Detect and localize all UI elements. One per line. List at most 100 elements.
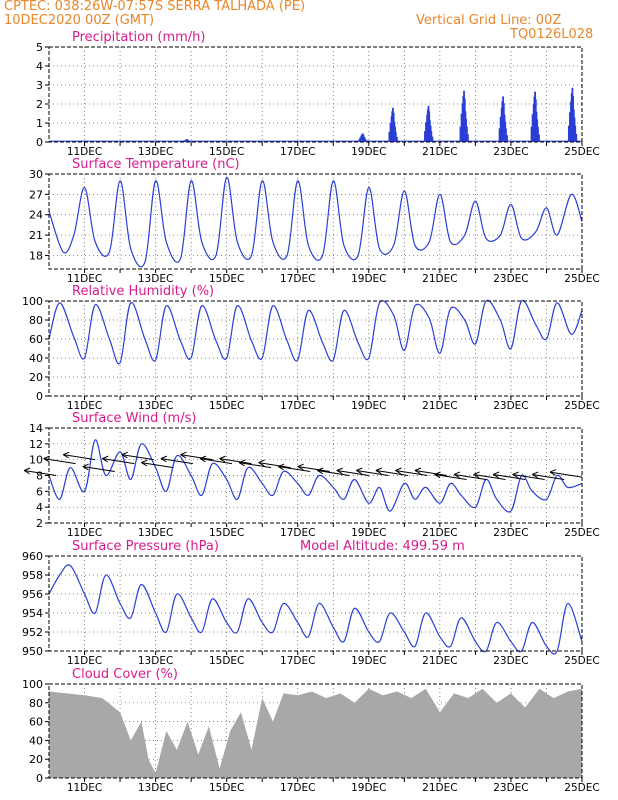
y-tick-label: 6 [36,485,43,498]
y-tick-label: 80 [29,697,43,710]
y-tick-label: 30 [29,168,43,181]
y-tick-label: 3 [36,79,43,92]
precip-bar [467,134,469,142]
x-tick-label: 25DEC [564,655,599,667]
x-tick-label: 25DEC [564,146,599,158]
panel-frame [48,173,583,270]
y-tick-label: 20 [29,753,43,766]
x-tick-label: 23DEC [493,782,528,794]
wind-arrow-head [473,471,480,479]
precip-bar [359,137,362,142]
x-tick-label: 13DEC [138,782,173,794]
precip-bar [388,131,391,142]
wind-arrow [493,473,526,480]
wind-arrow [395,470,428,476]
wind-arrow-head [317,467,324,475]
y-tick-label: 20 [29,371,43,384]
wind-arrow-head [531,471,539,479]
y-tick-label: 0 [36,772,43,785]
wind-arrow-head [102,455,109,463]
y-tick-label: 60 [29,716,43,729]
series-line [48,439,583,513]
precip-bar [459,126,462,142]
y-tick-label: 4 [36,501,43,514]
y-tick-label: 40 [29,734,43,747]
precip-bar [364,139,367,142]
precip-bar [358,139,361,142]
wind-arrow-head [414,467,422,475]
series-line [48,564,583,655]
y-tick-label: 5 [36,41,43,54]
x-tick-label: 11DEC [67,400,102,412]
x-tick-label: 19DEC [351,782,386,794]
y-tick-label: 958 [22,569,43,582]
wind-arrow-head [549,469,557,476]
wind-arrow-head [297,463,304,471]
wind-arrow-head [356,467,363,475]
y-tick-label: 27 [29,188,43,201]
wind-arrow-head [23,467,31,475]
x-tick-label: 17DEC [280,527,315,539]
x-tick-label: 21DEC [422,655,457,667]
wind-arrow-head [492,471,500,479]
wind-arrow-head [336,467,343,475]
wind-arrow-head [180,451,187,459]
x-tick-label: 17DEC [280,146,315,158]
x-tick-label: 17DEC [280,782,315,794]
wind-arrow [141,462,174,469]
y-tick-label: 0 [36,390,43,403]
precip-bar [465,126,468,142]
wind-arrow [160,458,193,465]
x-tick-label: 19DEC [351,273,386,285]
wind-arrow [473,473,506,480]
precip-bar [365,140,368,142]
y-tick-label: 24 [29,209,43,222]
panel-title: Cloud Cover (%) [72,667,178,682]
y-tick-label: 954 [22,607,43,620]
precip-bar [569,112,571,142]
y-tick-label: 960 [22,550,43,563]
wind-arrow [121,454,154,461]
x-tick-label: 23DEC [493,527,528,539]
panel-frame [48,683,583,779]
x-tick-label: 21DEC [422,273,457,285]
precip-bar [498,128,501,142]
wind-arrow-head [160,455,168,463]
x-tick-label: 11DEC [67,655,102,667]
x-tick-label: 11DEC [67,146,102,158]
wind-arrow-head [434,471,441,479]
precip-bar [431,136,434,142]
y-tick-label: 8 [36,470,43,483]
wind-arrow [239,462,272,469]
y-tick-label: 1 [36,117,43,130]
y-tick-label: 950 [22,645,43,658]
x-tick-label: 15DEC [209,782,244,794]
panel-title: Surface Temperature (nC) [72,157,240,172]
precip-bar [425,122,427,142]
x-tick-label: 19DEC [351,400,386,412]
wind-arrow [356,470,389,476]
x-tick-label: 13DEC [138,146,173,158]
y-tick-label: 12 [29,438,43,451]
y-tick-label: 10 [29,454,43,467]
wind-arrow [414,470,448,476]
x-tick-label: 19DEC [351,146,386,158]
cloud-cover-area [49,688,582,778]
precip-bar [531,114,534,142]
grid-line-note: Vertical Grid Line: 00Z [416,13,562,28]
wind-arrow [180,454,213,461]
precip-bar [530,126,533,142]
panel-annotation: Model Altitude: 499.59 m [300,539,465,554]
wind-arrow [434,473,467,480]
y-tick-label: 14 [29,422,43,435]
wind-arrow [102,458,135,465]
x-tick-label: 23DEC [493,400,528,412]
x-tick-label: 13DEC [138,273,173,285]
wind-arrow-head [82,463,89,471]
precip-bar [430,131,433,142]
x-tick-label: 21DEC [422,782,457,794]
x-tick-label: 15DEC [209,273,244,285]
wind-arrow [278,466,311,473]
x-tick-label: 15DEC [209,527,244,539]
wind-arrow [63,454,96,461]
